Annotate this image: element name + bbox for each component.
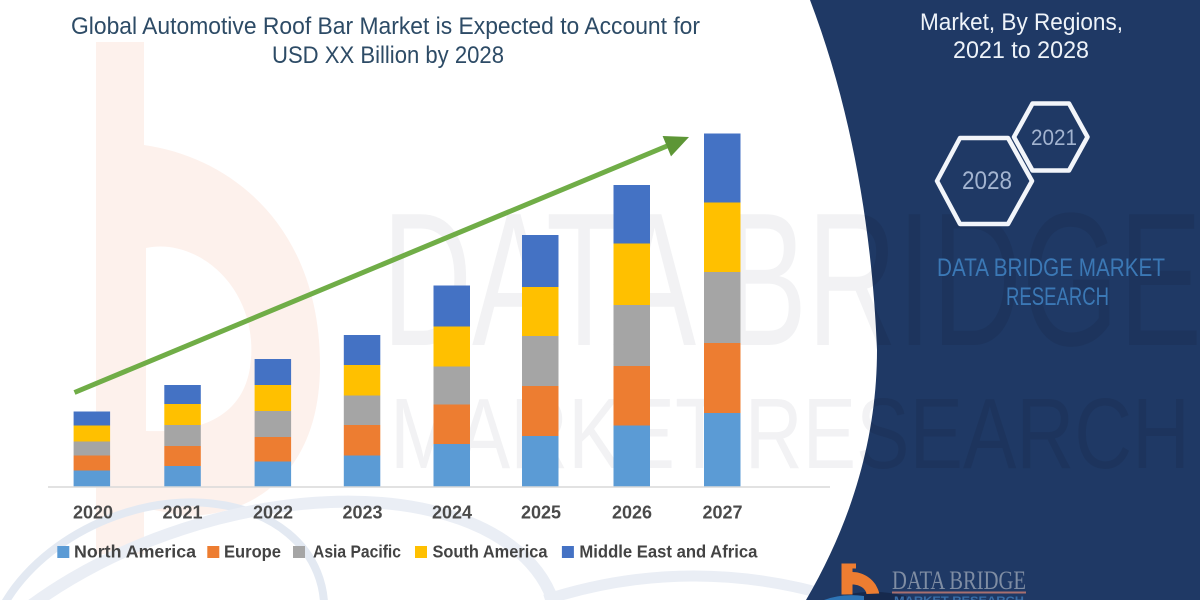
svg-text:Asia Pacific: Asia Pacific <box>313 542 401 562</box>
svg-text:Europe: Europe <box>224 542 281 562</box>
svg-text:DATA BRIDGE: DATA BRIDGE <box>892 566 1026 595</box>
svg-text:2021 to 2028: 2021 to 2028 <box>953 37 1089 64</box>
svg-text:Middle East and Africa: Middle East and Africa <box>579 542 757 562</box>
svg-text:2021: 2021 <box>1031 125 1077 150</box>
svg-text:2024: 2024 <box>432 503 472 523</box>
svg-text:2021: 2021 <box>162 503 202 523</box>
svg-text:DATA BRIDGE MARKET: DATA BRIDGE MARKET <box>937 254 1165 282</box>
svg-text:Market, By Regions,: Market, By Regions, <box>920 9 1123 36</box>
svg-text:2020: 2020 <box>73 503 113 523</box>
svg-text:North America: North America <box>74 542 196 562</box>
svg-text:South America: South America <box>433 542 548 562</box>
svg-text:2023: 2023 <box>342 503 382 523</box>
svg-text:2026: 2026 <box>612 503 652 523</box>
svg-text:MARKET RESEARCH: MARKET RESEARCH <box>894 595 1024 600</box>
svg-text:2025: 2025 <box>521 503 561 523</box>
svg-text:RESEARCH: RESEARCH <box>1006 283 1109 311</box>
svg-text:USD XX Billion by 2028: USD XX Billion by 2028 <box>272 42 504 69</box>
svg-text:2027: 2027 <box>702 503 742 523</box>
svg-text:2028: 2028 <box>962 167 1012 195</box>
svg-text:2022: 2022 <box>253 503 293 523</box>
svg-text:Global Automotive Roof Bar Mar: Global Automotive Roof Bar Market is Exp… <box>71 13 700 40</box>
